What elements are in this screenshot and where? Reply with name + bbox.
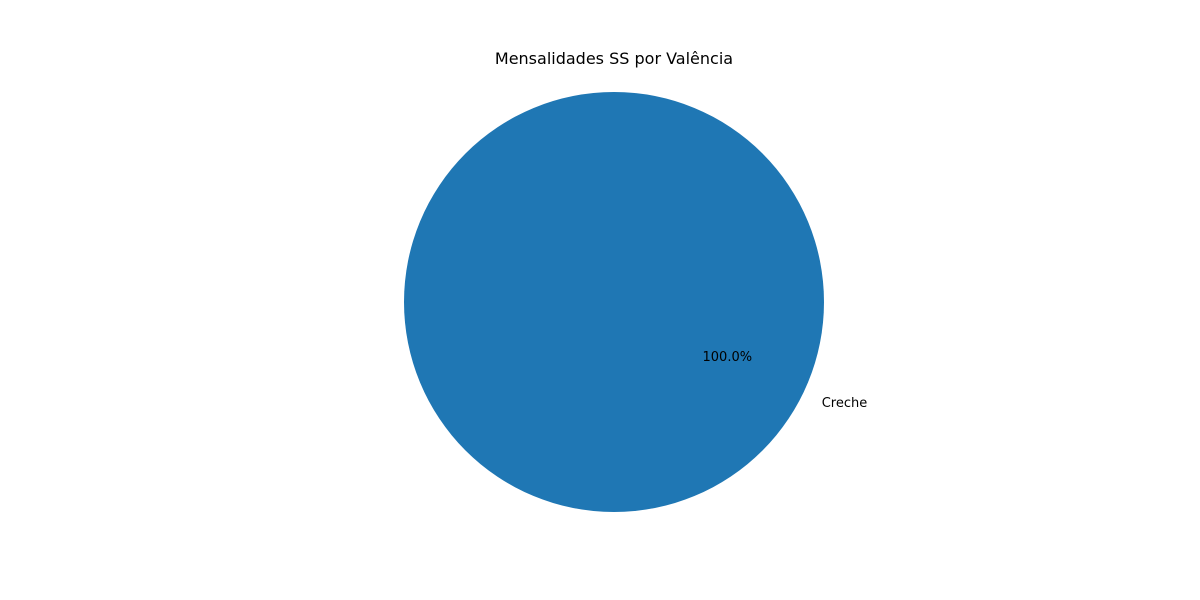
pie-labels: Creche 100.0% xyxy=(703,350,868,411)
pie-slice-creche xyxy=(404,92,824,512)
pie-slices xyxy=(404,92,824,512)
chart-title: Mensalidades SS por Valência xyxy=(495,49,733,68)
slice-label: Creche xyxy=(822,396,868,411)
slice-percent-label: 100.0% xyxy=(703,350,753,365)
